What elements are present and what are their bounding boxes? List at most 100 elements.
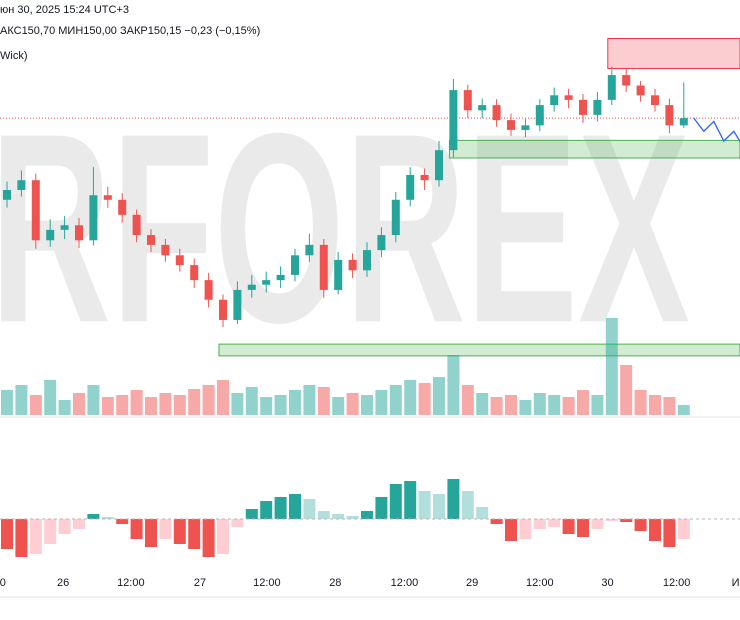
volume-bar [29,395,42,415]
volume-bar [332,397,345,415]
histogram-bar [663,519,676,547]
zone [218,343,740,357]
histogram-bar [188,519,201,549]
histogram-bar [591,519,604,529]
volume-bar [101,397,114,415]
histogram-bar [577,519,589,537]
candle-body [60,225,69,230]
histogram-bar [361,511,373,519]
candle-body [665,105,674,126]
volume-bar [677,405,690,415]
candle-body [161,244,170,256]
histogram-bar [173,519,186,544]
x-tick-label: 00 [0,577,6,589]
volume-bar [260,397,273,415]
volume-bar [433,377,445,415]
volume-bar [649,395,661,415]
histogram-bar [145,519,157,547]
volume-bar [476,393,489,415]
histogram-bar [418,491,431,519]
volume-bar [1,390,13,415]
candle-body [276,274,285,281]
histogram-bar [73,519,85,529]
volume-bar [173,395,186,415]
volume-bar [245,387,258,415]
volume-bar [461,385,474,415]
x-tick-label: 12:00 [253,577,281,589]
candle-body [305,244,314,256]
candle-body [262,280,271,285]
candle-body [420,174,429,181]
histogram-bar [274,497,287,519]
volume-bar [58,400,71,415]
histogram-bar [87,514,100,519]
candle-body [579,99,587,115]
volume-bar [591,395,604,415]
candle-body [607,75,616,100]
histogram-bar [260,501,273,519]
candle-body [219,299,227,320]
candle-body [449,90,458,151]
ohlc-line: АКС150,70 МИН150,00 ЗАКР150,15 −0,23 (−0… [0,25,260,37]
volume-bar [73,393,85,415]
candle-body [3,190,11,200]
candle-body [636,85,645,96]
candle-body [435,150,443,181]
candle-body [103,195,112,200]
histogram-bar [44,519,57,544]
candle-body [463,90,472,111]
histogram-bar [634,519,647,531]
candle-body [118,199,127,215]
candle-body [535,105,544,126]
candle-body [147,235,155,245]
histogram-bar [58,519,71,534]
histogram-bar [433,494,445,519]
histogram-bar [461,491,474,519]
histogram-bar [317,511,330,519]
x-tick-label: 12:00 [391,577,419,589]
forecast-line [693,117,740,143]
histogram-bar [231,519,244,527]
volume-bar [346,393,359,415]
histogram-bar [202,519,215,557]
candle-body [622,75,631,86]
candle-body [478,105,487,111]
watermark: RFOREX [0,78,691,379]
candle-body [89,195,98,241]
candle-body [132,214,141,236]
candle-body [31,180,40,241]
volume-bar [130,390,143,415]
histogram-bar [159,519,172,539]
volume-bar [548,395,561,415]
x-tick-label: 29 [466,577,478,589]
volume-bar [404,380,417,415]
candle-body [507,120,515,130]
volume-bar [289,390,301,415]
histogram-bar [649,519,661,541]
histogram-bar [346,516,359,519]
candle-body [175,255,184,266]
volume-bar [634,390,647,415]
x-tick-label: 12:00 [663,577,691,589]
candle-body [319,244,328,290]
candle-body [204,280,213,300]
volume-bar [361,395,373,415]
volume-bar [389,385,402,415]
histogram-bar [505,519,517,541]
volume-bar [116,395,129,415]
histogram-bar [217,519,229,554]
volume-bar [317,387,330,415]
histogram-bar [562,519,575,534]
histogram-bar [533,519,546,529]
histogram-bar [303,499,316,519]
histogram-bar [404,481,417,519]
candle-body [17,180,26,190]
volume-bar [533,393,546,415]
x-tick-label: 12:00 [117,577,145,589]
candle-body [521,125,530,130]
candle-body [363,250,371,271]
volume-bar [663,397,676,415]
candle-body [190,265,199,281]
volume-bar [562,397,575,415]
